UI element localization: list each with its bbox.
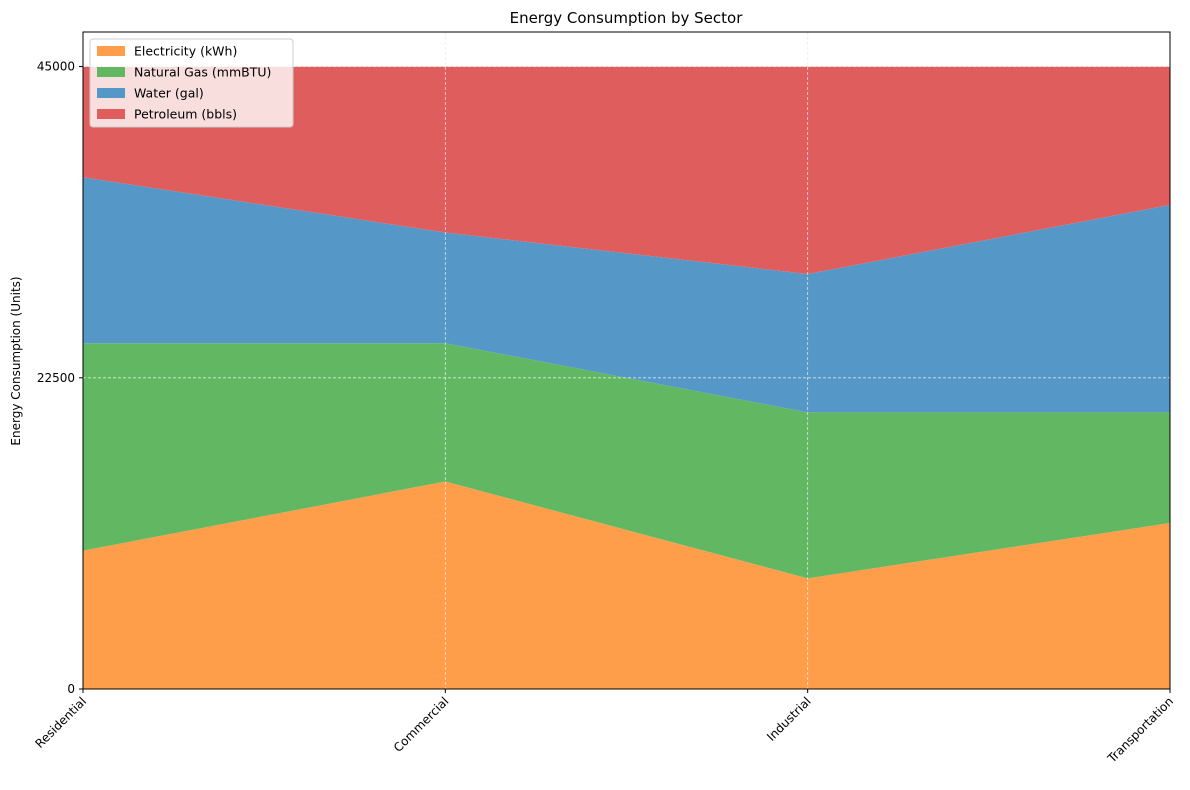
chart-title: Energy Consumption by Sector xyxy=(510,9,744,27)
legend-box xyxy=(89,38,294,128)
legend-label: Petroleum (bbls) xyxy=(134,107,237,122)
area-series-water-gal xyxy=(83,177,1170,413)
legend-swatch xyxy=(97,46,125,56)
x-tick-label: Transportation xyxy=(1104,694,1176,766)
y-axis-label: Energy Consumption (Units) xyxy=(9,276,23,445)
legend-swatch xyxy=(97,67,125,77)
area-series-petroleum-bbls xyxy=(83,66,1170,275)
legend-label: Electricity (kWh) xyxy=(134,44,237,59)
x-tick-label: Industrial xyxy=(764,694,814,744)
legend-swatch xyxy=(97,88,125,98)
y-tick-label: 22500 xyxy=(37,371,75,385)
y-tick-label: 45000 xyxy=(37,60,75,74)
plot-frame xyxy=(82,31,1171,690)
y-tick-label: 0 xyxy=(67,682,75,696)
legend-label: Water (gal) xyxy=(134,86,204,101)
x-tick-label: Residential xyxy=(32,694,89,751)
area-series-natural-gas-mmbtu xyxy=(83,343,1170,579)
legend-swatch xyxy=(97,109,125,119)
area-series-electricity-kwh xyxy=(83,481,1170,689)
plot-area: 0 22500 45000 Residential Commercial Industri… xyxy=(32,31,1176,766)
x-tick-label: Commercial xyxy=(391,694,452,755)
legend-label: Natural Gas (mmBTU) xyxy=(134,65,271,80)
legend: Electricity (kWh) Natural Gas (mmBTU) Wate… xyxy=(89,38,294,128)
